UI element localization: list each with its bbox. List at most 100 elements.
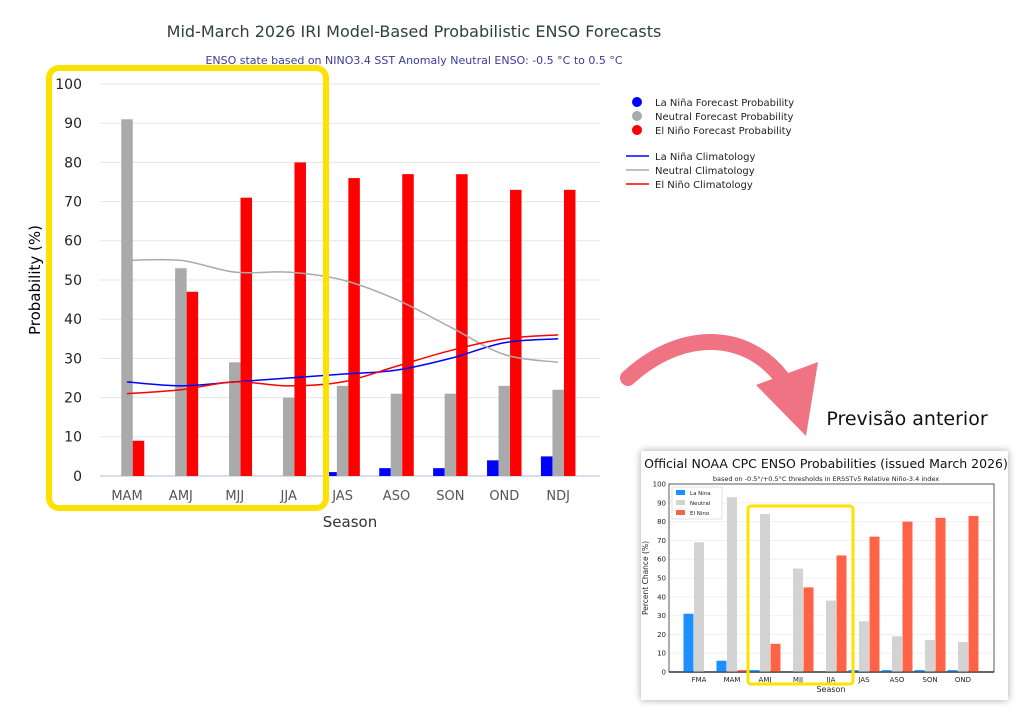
x-tick-label: ASO — [890, 676, 905, 684]
bar-el-nino-ond — [968, 515, 979, 672]
bar-la-ni-a-forecast-probability-jas — [325, 472, 337, 476]
bar-neutral-amj — [760, 514, 770, 672]
bar-el-ni-o-forecast-probability-mjj — [240, 197, 253, 476]
y-tick-label: 10 — [64, 430, 82, 446]
y-tick-label: 30 — [657, 612, 666, 620]
legend-marker — [632, 111, 642, 121]
bar-neutral-forecast-probability-aso — [390, 393, 403, 476]
bar-neutral-forecast-probability-ond — [498, 385, 511, 476]
bar-neutral-aso — [892, 636, 902, 672]
bar-el-ni-o-forecast-probability-mam — [132, 440, 145, 476]
chart-title: Mid-March 2026 IRI Model-Based Probabili… — [167, 22, 662, 41]
y-tick-label: 90 — [657, 499, 666, 507]
bar-neutral-forecast-probability-amj — [175, 268, 187, 476]
bar-neutral-ond — [958, 641, 968, 672]
x-tick-label: MJJ — [225, 489, 244, 504]
x-tick-label: ASO — [383, 489, 410, 504]
bar-la-nina-amj — [749, 670, 760, 672]
bar-neutral-forecast-probability-son — [444, 393, 457, 476]
legend-swatch — [676, 510, 685, 515]
legend-label: Neutral Climatology — [655, 166, 755, 177]
bar-la-ni-a-forecast-probability-aso — [379, 468, 391, 476]
bar-el-nino-amj — [770, 643, 781, 672]
bar-neutral-fma — [694, 542, 704, 672]
y-axis-label: Percent Chance (%) — [641, 541, 650, 615]
x-tick-label: OND — [955, 676, 971, 684]
bar-neutral-mam — [727, 497, 737, 672]
bar-la-nina-ond — [947, 670, 958, 672]
legend-label: La Niña Climatology — [655, 152, 755, 163]
x-axis-label: Season — [323, 513, 377, 531]
legend-swatch — [676, 490, 685, 495]
bar-el-ni-o-forecast-probability-jas — [348, 178, 360, 476]
y-tick-label: 0 — [662, 668, 666, 676]
y-tick-label: 80 — [64, 155, 82, 171]
bar-el-ni-o-forecast-probability-ond — [510, 189, 522, 476]
noaa-cpc-chart: Official NOAA CPC ENSO Probabilities (is… — [641, 451, 1008, 700]
plot-frame — [668, 483, 995, 673]
y-tick-label: 20 — [64, 391, 82, 407]
legend-marker — [632, 97, 642, 107]
legend: La Nina Neutral El Nino — [671, 486, 723, 520]
curved-arrow-icon — [620, 334, 818, 436]
x-tick-label: MAM — [724, 676, 741, 684]
y-tick-label: 0 — [73, 469, 82, 485]
bar-el-ni-o-forecast-probability-ndj — [563, 189, 576, 476]
bar-el-nino-son — [935, 517, 946, 672]
legend-label: Neutral — [690, 501, 711, 507]
line-el-ni-o-climatology — [126, 334, 559, 395]
legend-swatch — [676, 500, 685, 505]
y-tick-label: 70 — [657, 537, 666, 545]
y-tick-label: 100 — [653, 480, 666, 488]
legend-label: La Niña Forecast Probability — [655, 98, 794, 109]
chart-title: Official NOAA CPC ENSO Probabilities (is… — [644, 456, 1008, 471]
bar-la-ni-a-forecast-probability-ond — [487, 460, 499, 476]
y-tick-label: 10 — [657, 650, 666, 658]
highlight-box — [746, 504, 855, 686]
x-tick-label: JAS — [331, 489, 353, 504]
x-tick-label: JJA — [826, 676, 836, 684]
chart-subtitle: ENSO state based on NINO3.4 SST Anomaly … — [205, 54, 622, 67]
bar-neutral-jja — [826, 600, 836, 672]
y-tick-label: 90 — [64, 116, 82, 132]
bar-la-ni-a-forecast-probability-son — [433, 468, 445, 476]
x-axis-label: Season — [816, 685, 845, 694]
line-neutral-climatology — [126, 258, 559, 364]
bar-el-nino-mam — [737, 670, 748, 672]
bar-el-ni-o-forecast-probability-son — [456, 174, 468, 476]
bar-el-ni-o-forecast-probability-aso — [402, 174, 414, 476]
x-tick-label: NDJ — [546, 489, 570, 504]
bar-la-nina-son — [914, 670, 925, 672]
y-tick-label: 80 — [657, 518, 666, 526]
y-tick-label: 60 — [657, 556, 666, 564]
bar-el-nino-jja — [836, 555, 847, 672]
legend-label: La Nina — [690, 491, 711, 497]
legend-label: El Nino — [690, 511, 710, 517]
y-tick-label: 40 — [657, 593, 666, 601]
line-la-ni-a-climatology — [126, 338, 559, 387]
y-tick-label: 40 — [64, 312, 82, 328]
iri-chart: Mid-March 2026 IRI Model-Based Probabili… — [26, 22, 794, 531]
y-axis-label: Probability (%) — [26, 225, 44, 335]
bar-el-ni-o-forecast-probability-amj — [186, 291, 199, 476]
legend: La Niña Forecast Probability Neutral Fore… — [626, 97, 794, 191]
bar-neutral-forecast-probability-ndj — [552, 389, 564, 476]
bar-la-nina-mam — [716, 660, 727, 672]
x-tick-label: FMA — [692, 676, 707, 684]
x-tick-label: JAS — [857, 676, 870, 684]
bar-el-nino-aso — [902, 521, 913, 672]
legend-marker — [632, 125, 642, 135]
x-tick-label: AMJ — [169, 489, 193, 504]
bar-neutral-jas — [859, 621, 869, 672]
previous-forecast-caption: Previsão anterior — [826, 408, 987, 430]
x-tick-label: MJJ — [793, 676, 803, 684]
chart-subtitle: based on -0.5°/+0.5°C thresholds in ERSS… — [713, 475, 939, 483]
bar-la-ni-a-forecast-probability-ndj — [540, 456, 553, 476]
bar-la-nina-aso — [881, 670, 892, 672]
bar-neutral-forecast-probability-mjj — [229, 362, 241, 476]
legend-label: El Niño Climatology — [655, 180, 753, 191]
bar-neutral-forecast-probability-jja — [282, 397, 295, 476]
y-tick-label: 60 — [64, 234, 82, 250]
highlight-box — [46, 65, 329, 511]
